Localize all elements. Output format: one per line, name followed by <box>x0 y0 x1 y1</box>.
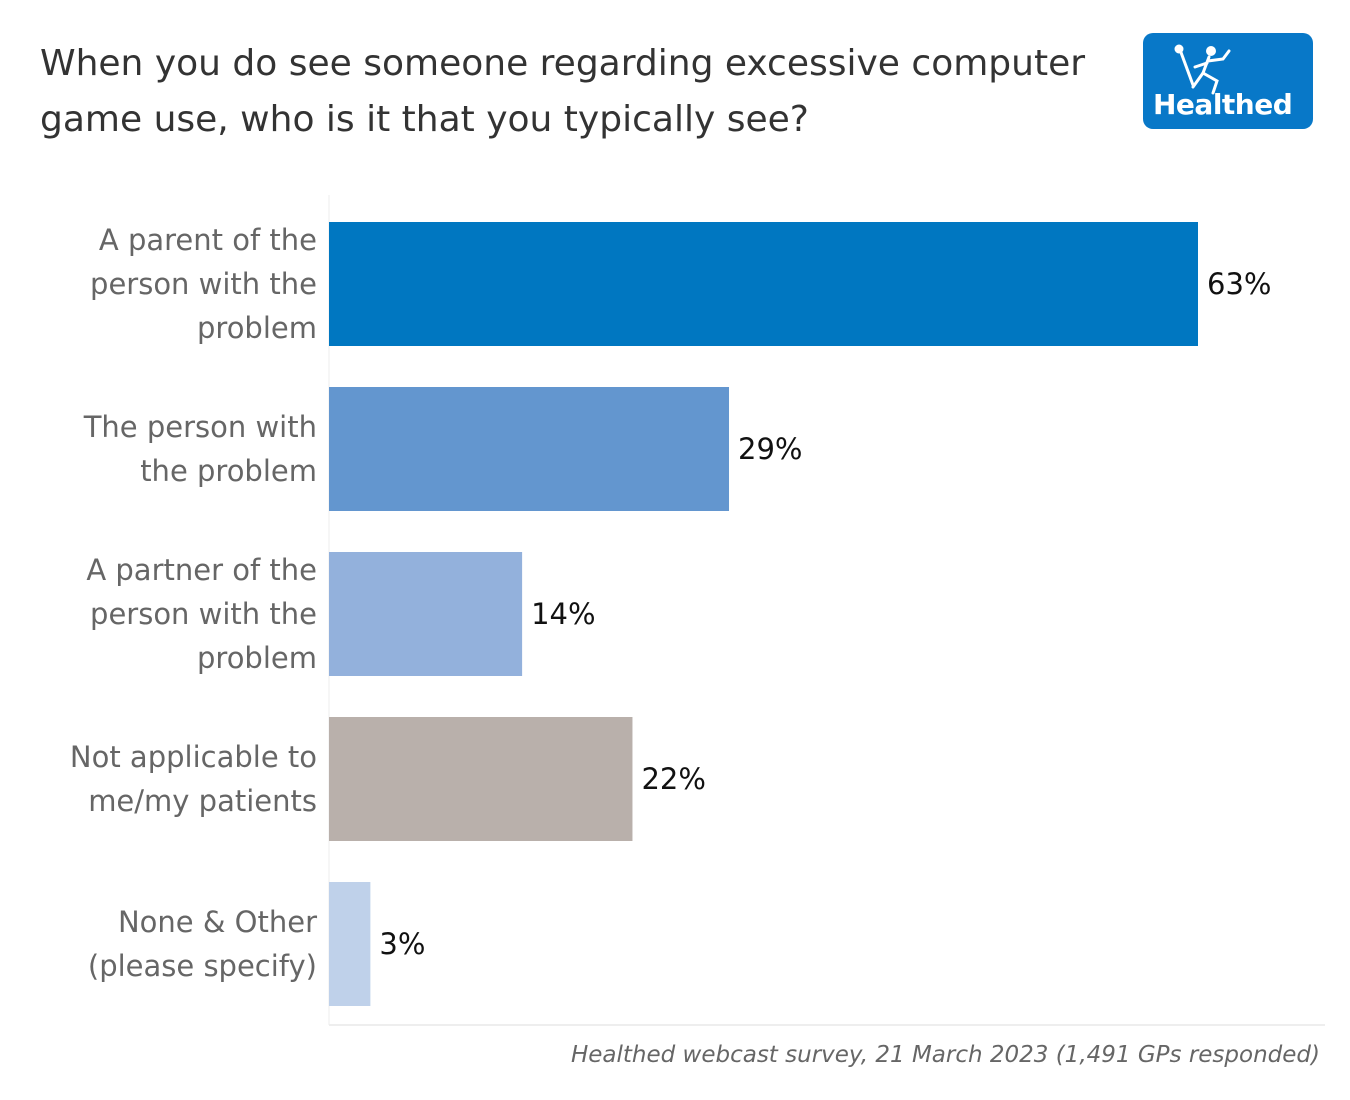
category-label: A parent of the person with the problem <box>90 218 317 350</box>
source-footnote: Healthed webcast survey, 21 March 2023 (… <box>570 1042 1320 1068</box>
bar <box>329 552 523 676</box>
category-label-line: problem <box>197 641 317 675</box>
category-label-line: The person with <box>83 410 317 444</box>
category-label: The person with the problem <box>84 405 317 493</box>
category-label-line: problem <box>197 311 317 345</box>
category-label-line: Not applicable to <box>69 740 317 774</box>
value-label: 3% <box>379 927 426 961</box>
category-label: Not applicable to me/my patients <box>70 735 317 823</box>
bar <box>329 717 633 841</box>
logo-text: Healthed <box>1153 88 1293 121</box>
value-label: 29% <box>738 432 803 466</box>
category-label-line: None & Other <box>117 905 317 939</box>
category-label-line: me/my patients <box>88 784 317 818</box>
value-label: 22% <box>641 762 706 796</box>
bar <box>329 882 371 1006</box>
category-label: A partner of the person with the problem <box>86 548 317 680</box>
healthed-logo: Healthed <box>1143 33 1313 129</box>
value-label: 63% <box>1207 267 1272 301</box>
category-label-line: person with the <box>90 597 317 631</box>
bar <box>329 387 730 511</box>
category-label-line: A partner of the <box>86 553 317 587</box>
category-label-line: the problem <box>140 454 317 488</box>
category-label-line: A parent of the <box>98 223 317 257</box>
category-label-line: person with the <box>90 267 317 301</box>
running-hermes-figure-icon <box>1174 44 1231 95</box>
category-label: None & Other (please specify) <box>88 900 317 988</box>
category-label-line: (please specify) <box>87 949 317 983</box>
bar <box>329 222 1198 346</box>
value-label: 14% <box>531 597 596 631</box>
chart-title: When you do see someone regarding excess… <box>40 43 1086 140</box>
